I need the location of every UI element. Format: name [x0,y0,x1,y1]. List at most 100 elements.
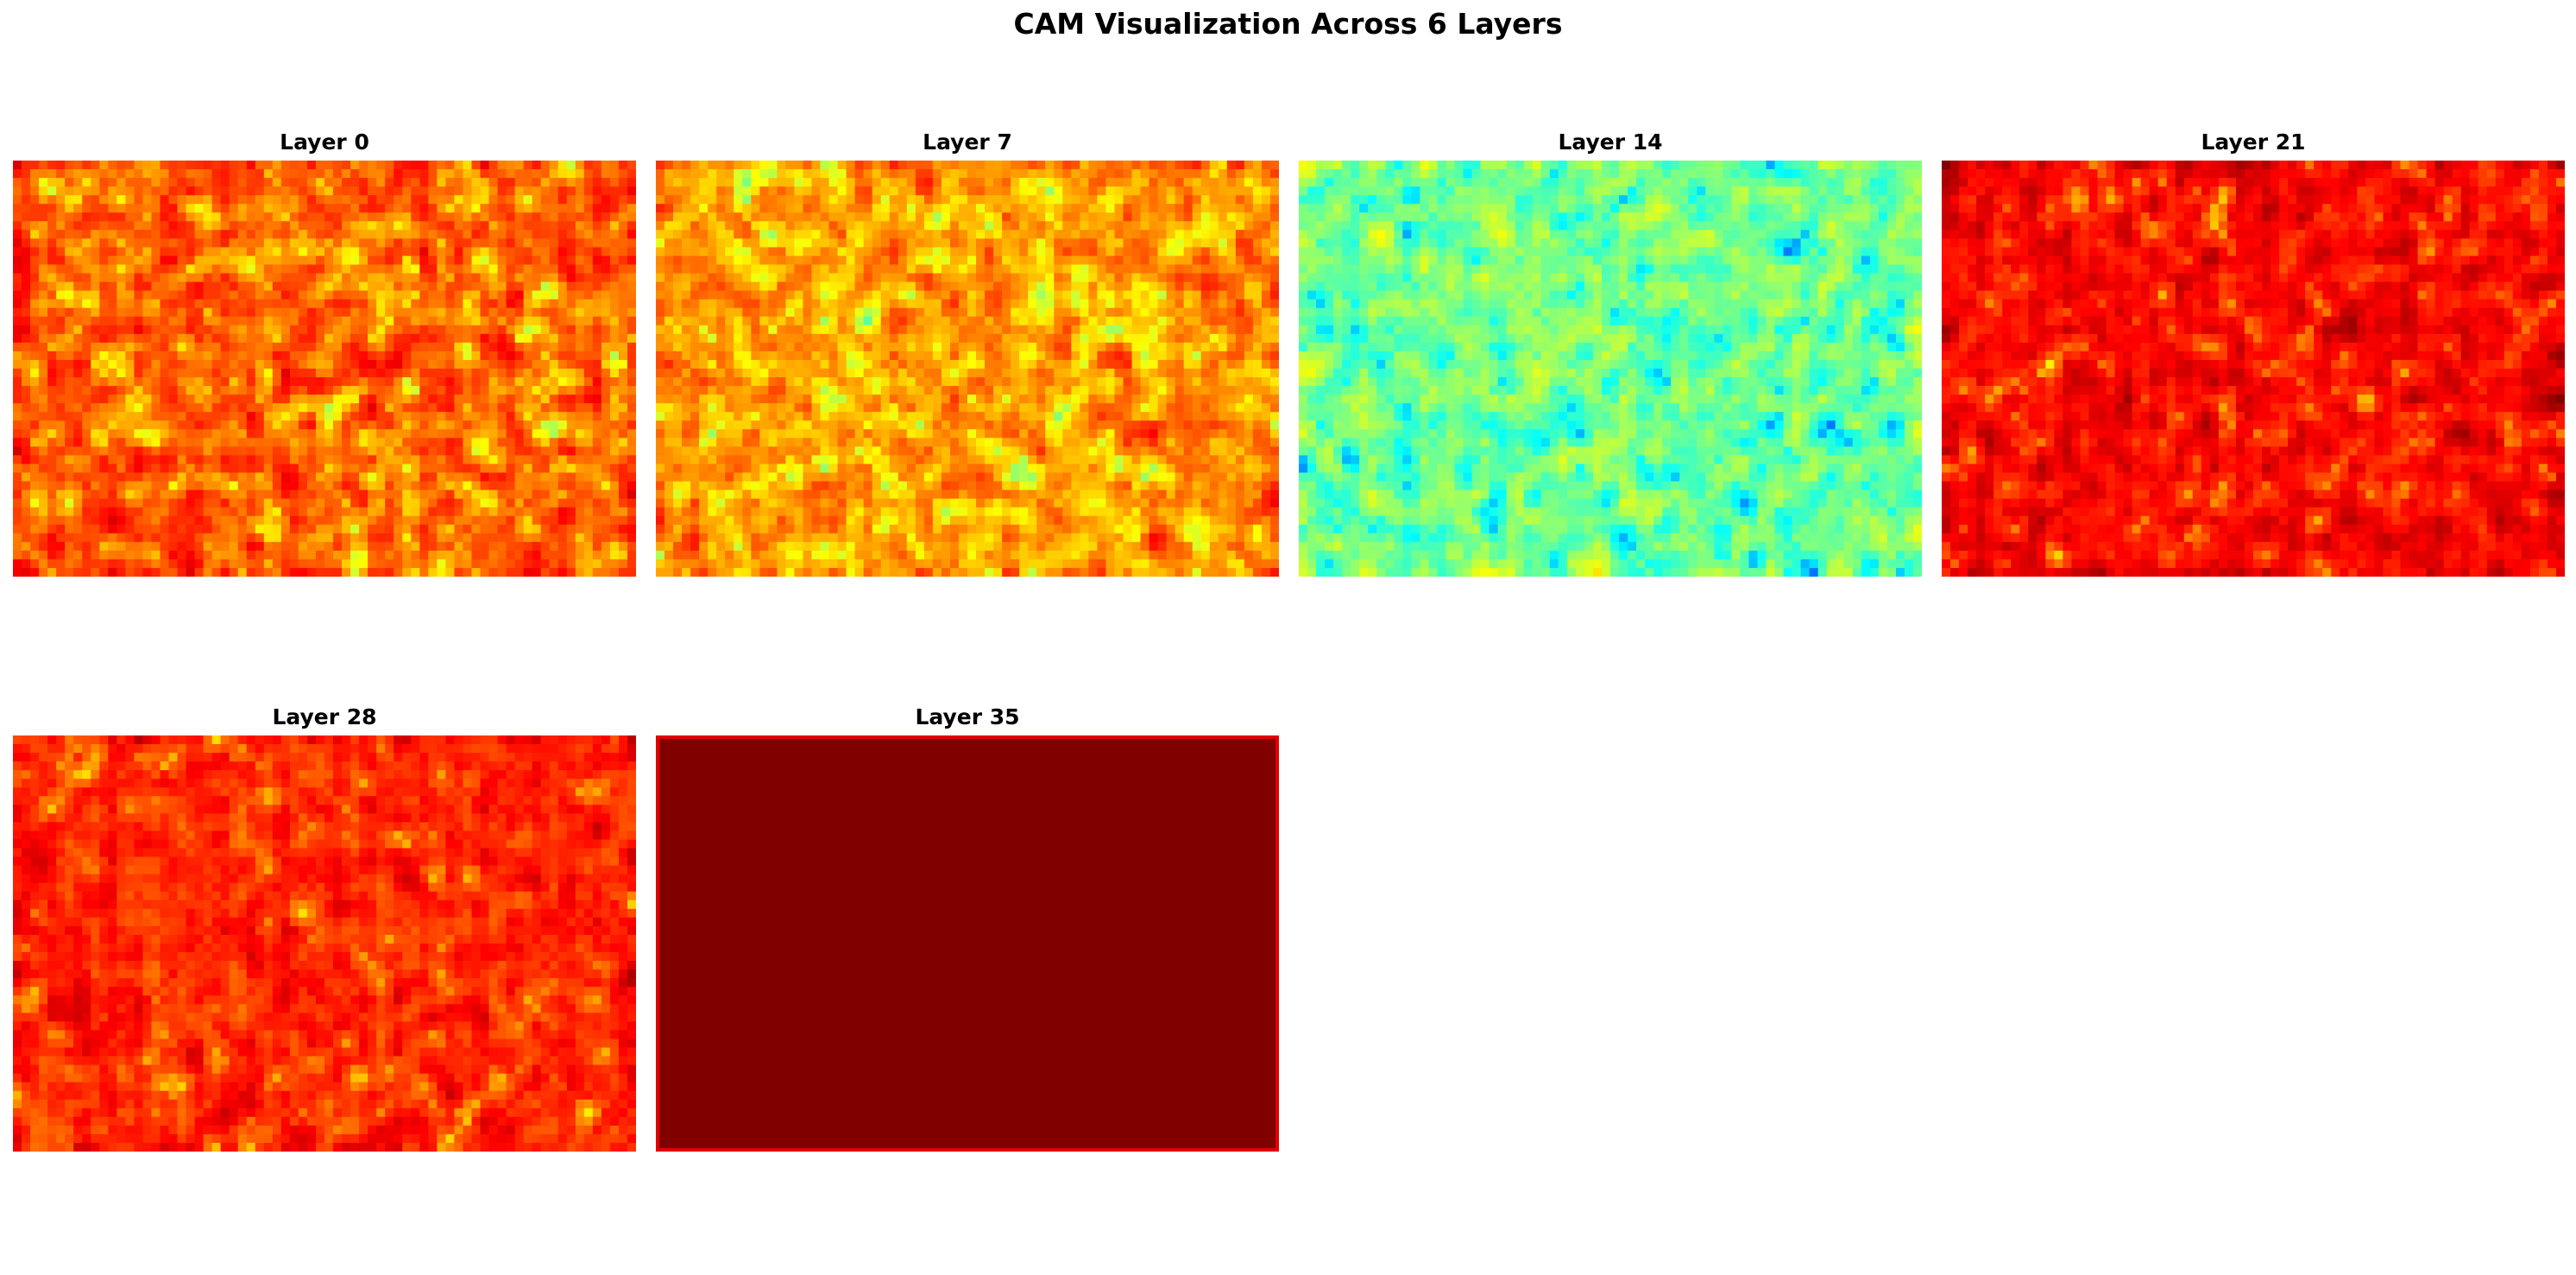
heatmap-cell [333,169,343,179]
heatmap-cell [854,342,865,352]
heatmap-cell [117,533,126,543]
heatmap-cell [194,169,205,179]
heatmap-cell [437,472,446,483]
heatmap-cell [168,307,179,318]
heatmap-cell [220,221,230,230]
heatmap-cell [411,161,420,170]
heatmap-cell [65,238,74,249]
heatmap-cell [906,195,916,205]
heatmap-cell [220,472,230,483]
heatmap-cell [394,299,403,309]
heatmap-cell [618,247,628,257]
heatmap-cell [664,169,674,179]
heatmap-cell [272,264,282,275]
heatmap-cell [73,455,83,465]
heatmap-cell [592,230,602,239]
heatmap-cell [168,369,179,378]
heatmap-cell [376,247,386,257]
heatmap-cell [39,299,48,309]
heatmap-cell [237,464,248,474]
heatmap-cell [811,238,822,249]
heatmap-cell [255,472,265,483]
heatmap-cell [540,498,551,508]
heatmap-cell [30,515,40,526]
heatmap-cell [463,550,473,560]
heatmap-cell [186,524,196,534]
heatmap-cell [350,472,360,483]
heatmap-cell [1097,273,1107,283]
heatmap-cell [514,325,525,335]
heatmap-cell [39,386,48,395]
heatmap-cell [194,350,205,361]
heatmap-cell [699,342,709,352]
heatmap-cell [872,186,882,196]
heatmap-cell [592,316,602,326]
heatmap-cell [56,386,66,395]
heatmap-cell [151,507,161,517]
heatmap-cell [768,204,778,213]
heatmap-cell [134,429,144,439]
heatmap-cell [437,169,446,179]
heatmap-cell [376,507,386,517]
heatmap-cell [872,238,882,249]
heatmap-cell [575,403,585,413]
heatmap-cell [1244,264,1254,275]
heatmap-cell [428,186,438,196]
heatmap-cell [402,420,412,430]
heatmap-cell [1105,264,1116,275]
heatmap-cell [203,489,213,500]
heatmap-cell [220,481,230,491]
heatmap-cell [289,567,299,577]
heatmap-cell [39,394,48,404]
heatmap-cell [1157,307,1168,318]
heatmap-cell [488,195,499,205]
heatmap-cell [419,429,429,439]
heatmap-cell [506,489,516,500]
heatmap-cell [609,464,620,474]
heatmap-cell [56,281,66,292]
heatmap-cell [716,221,726,230]
heatmap-cell [898,247,908,257]
heatmap-cell [708,186,717,196]
heatmap-cell [134,524,144,534]
heatmap-cell [1218,281,1228,292]
heatmap-cell [203,299,213,309]
heatmap-cell [583,169,594,179]
heatmap-cell [117,550,126,560]
heatmap-cell [1192,333,1202,344]
heatmap-cell [134,195,144,205]
heatmap-cell [742,264,752,275]
heatmap-cell [108,350,117,361]
heatmap-cell [13,299,22,309]
heatmap-cell [1235,178,1245,187]
heatmap-cell [428,369,438,378]
heatmap-cell [350,273,360,283]
heatmap-cell [263,230,274,239]
heatmap-cell [437,377,446,387]
heatmap-cell [549,550,559,560]
heatmap-cell [203,359,213,369]
heatmap-cell [898,186,908,196]
heatmap-cell [1252,281,1263,292]
heatmap-cell [411,429,420,439]
heatmap-cell [298,212,308,222]
heatmap-cell [742,247,752,257]
heatmap-cell [1175,169,1185,179]
heatmap-cell [368,299,377,309]
heatmap-cell [22,161,31,170]
heatmap-cell [949,290,960,300]
heatmap-cell [394,178,403,187]
heatmap-cell [428,307,438,318]
heatmap-cell [73,369,83,378]
heatmap-cell [716,178,726,187]
heatmap-cell [1261,273,1271,283]
heatmap-cell [117,178,126,187]
heatmap-cell [91,559,100,569]
heatmap-cell [289,238,299,249]
heatmap-cell [497,230,507,239]
heatmap-cell [627,386,636,395]
heatmap-cell [350,178,360,187]
heatmap-cell [177,169,187,179]
heatmap-cell [237,420,248,430]
heatmap-cell [47,161,57,170]
